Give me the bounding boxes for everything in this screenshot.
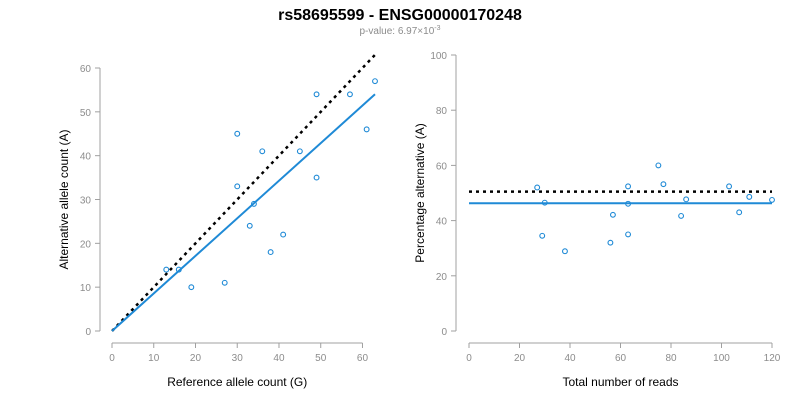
data-point bbox=[163, 266, 170, 273]
data-point bbox=[607, 239, 614, 246]
data-point bbox=[246, 222, 253, 229]
data-point bbox=[313, 91, 320, 98]
x-tick-label: 120 bbox=[764, 353, 781, 364]
x-tick-label: 60 bbox=[357, 353, 369, 364]
data-point bbox=[234, 183, 241, 190]
x-axis-label: Total number of reads bbox=[562, 375, 678, 389]
data-point bbox=[655, 162, 662, 169]
y-axis-label: Percentage alternative (A) bbox=[413, 123, 427, 262]
data-point bbox=[683, 196, 690, 203]
data-point bbox=[625, 200, 632, 207]
y-tick-label: 20 bbox=[80, 239, 92, 250]
data-point bbox=[188, 284, 195, 291]
pvalue-subtitle: p-value: 6.97×10-3 bbox=[359, 25, 440, 37]
data-point bbox=[280, 231, 287, 238]
data-point bbox=[625, 183, 632, 190]
x-tick-label: 80 bbox=[665, 353, 677, 364]
x-tick-label: 40 bbox=[564, 353, 576, 364]
x-tick-label: 10 bbox=[148, 353, 160, 364]
x-tick-label: 30 bbox=[232, 353, 244, 364]
data-point bbox=[539, 232, 546, 239]
pvalue-text: p-value: 6.97×10 bbox=[359, 26, 434, 37]
data-point bbox=[625, 231, 632, 238]
data-point bbox=[259, 148, 266, 155]
x-tick-label: 0 bbox=[109, 353, 115, 364]
pvalue-exponent: -3 bbox=[434, 25, 440, 32]
scatter-panel-percentage: 0 20 40 60 80 100 120 0 20 40 60 80 100 Total number … bbox=[413, 51, 781, 389]
data-point bbox=[175, 266, 182, 273]
data-point bbox=[267, 249, 274, 256]
data-point bbox=[234, 130, 241, 137]
y-tick-label: 60 bbox=[436, 161, 448, 172]
data-point bbox=[250, 200, 257, 207]
fit-line bbox=[111, 93, 376, 332]
data-point bbox=[296, 148, 303, 155]
data-point bbox=[372, 78, 378, 85]
data-point bbox=[746, 193, 753, 200]
x-axis-label: Reference allele count (G) bbox=[167, 375, 307, 389]
y-tick-label: 20 bbox=[436, 272, 448, 283]
data-point bbox=[363, 126, 370, 133]
y-tick-label: 60 bbox=[80, 64, 92, 75]
y-tick-label: 40 bbox=[80, 152, 92, 163]
data-point bbox=[561, 248, 568, 255]
y-tick-label: 80 bbox=[436, 106, 448, 117]
data-point bbox=[541, 199, 548, 206]
y-tick-label: 0 bbox=[441, 327, 447, 338]
y-tick-label: 30 bbox=[80, 196, 92, 207]
data-point bbox=[221, 279, 228, 286]
data-point bbox=[534, 184, 541, 191]
y-tick-label: 50 bbox=[80, 108, 92, 119]
y-tick-label: 10 bbox=[80, 283, 92, 294]
chart-title: rs58695599 - ENSG00000170248 bbox=[278, 7, 522, 24]
x-tick-label: 50 bbox=[315, 353, 327, 364]
data-point bbox=[313, 174, 320, 181]
y-tick-label: 100 bbox=[430, 51, 447, 62]
data-point bbox=[660, 181, 667, 188]
data-point bbox=[609, 211, 616, 218]
x-tick-label: 100 bbox=[713, 353, 730, 364]
data-point bbox=[736, 209, 743, 216]
x-tick-label: 0 bbox=[466, 353, 472, 364]
x-tick-label: 20 bbox=[514, 353, 526, 364]
scatter-panel-counts: 0 10 20 30 40 50 60 0 10 20 30 40 50 60 Reference alle… bbox=[57, 53, 378, 389]
y-tick-label: 40 bbox=[436, 217, 448, 228]
data-point bbox=[769, 196, 775, 203]
x-tick-label: 60 bbox=[615, 353, 627, 364]
reference-line bbox=[111, 53, 376, 332]
data-point bbox=[678, 212, 685, 219]
x-tick-label: 40 bbox=[273, 353, 285, 364]
y-axis-label: Alternative allele count (A) bbox=[57, 129, 71, 269]
x-tick-label: 20 bbox=[190, 353, 202, 364]
y-tick-label: 0 bbox=[85, 327, 91, 338]
data-point bbox=[347, 91, 353, 98]
data-point bbox=[726, 183, 733, 190]
